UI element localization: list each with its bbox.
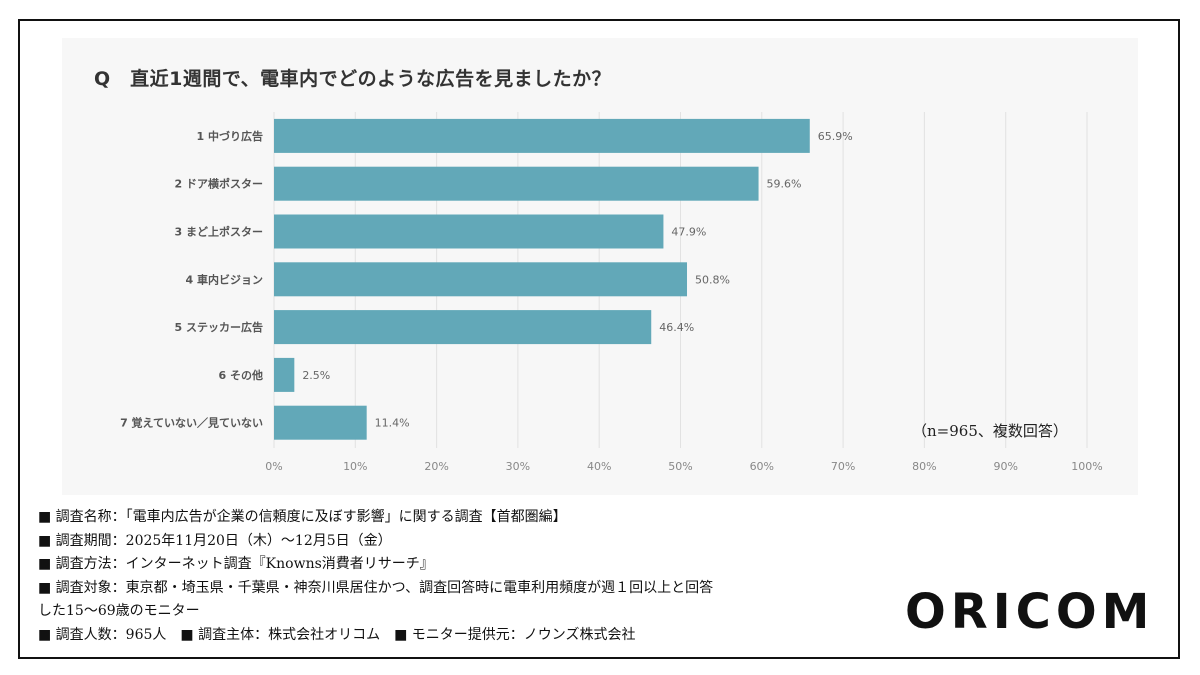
category-label: 6 その他 [219,368,263,382]
x-tick-label: 30% [506,460,530,473]
footer-line: ■ 調査期間：2025年11月20日（木）～12月5日（金） [38,532,392,549]
category-label: 1 中づり広告 [197,129,263,143]
bar [274,262,688,297]
footer-line: ■ 調査人数：965人 ■ 調査主体：株式会社オリコム ■ モニター提供元：ノウ… [38,626,636,643]
sample-note: （n=965、複数回答） [912,422,1068,440]
bar [274,214,664,249]
data-label: 2.5% [302,369,330,382]
data-label: 46.4% [659,321,694,334]
data-label: 47.9% [671,226,706,239]
category-label: 7 覚えていない／見ていない [120,416,263,430]
oricom-logo: ORICOM [905,584,1155,640]
footer-line: ■ 調査対象：東京都・埼玉県・千葉県・神奈川県居住かつ、調査回答時に電車利用頻度… [38,579,714,596]
x-tick-label: 10% [343,460,367,473]
x-tick-label: 40% [587,460,611,473]
footer-line: ■ 調査方法：インターネット調査『Knowns消費者リサーチ』 [38,556,434,573]
category-label: 3 まど上ポスター [175,225,263,239]
bar [274,166,759,201]
x-tick-label: 50% [668,460,692,473]
chart-title: Q 直近1週間で、電車内でどのような広告を見ましたか？ [94,68,612,90]
footer-line: ■ 調査名称：「電車内広告が企業の信頼度に及ぼす影響」に関する調査【首都圏編】 [38,509,567,525]
bar [274,405,367,440]
bar [274,118,810,153]
category-label: 5 ステッカー広告 [175,320,263,334]
data-label: 59.6% [767,178,802,191]
x-tick-label: 80% [912,460,936,473]
footer-line: した15～69歳のモニター [38,603,200,620]
x-tick-label: 20% [424,460,448,473]
category-label: 4 車内ビジョン [186,272,263,286]
outer-frame [18,19,1180,659]
survey-footer: ■ 調査名称：「電車内広告が企業の信頼度に及ぼす影響」に関する調査【首都圏編】 … [38,506,713,648]
x-tick-label: 90% [993,460,1017,473]
bar [274,357,295,392]
data-label: 50.8% [695,273,730,286]
x-tick-label: 60% [750,460,774,473]
data-label: 11.4% [375,417,410,430]
x-tick-label: 100% [1071,460,1102,473]
category-label: 2 ドア横ポスター [175,177,263,191]
x-tick-label: 70% [831,460,855,473]
x-tick-label: 0% [265,460,282,473]
bar [274,310,652,345]
bar-chart: 0% 10% 20% 30% 40% 50% 60% 70% 80% 90% 100% 1 中づり広告… [120,112,1103,473]
data-label: 65.9% [818,130,853,143]
